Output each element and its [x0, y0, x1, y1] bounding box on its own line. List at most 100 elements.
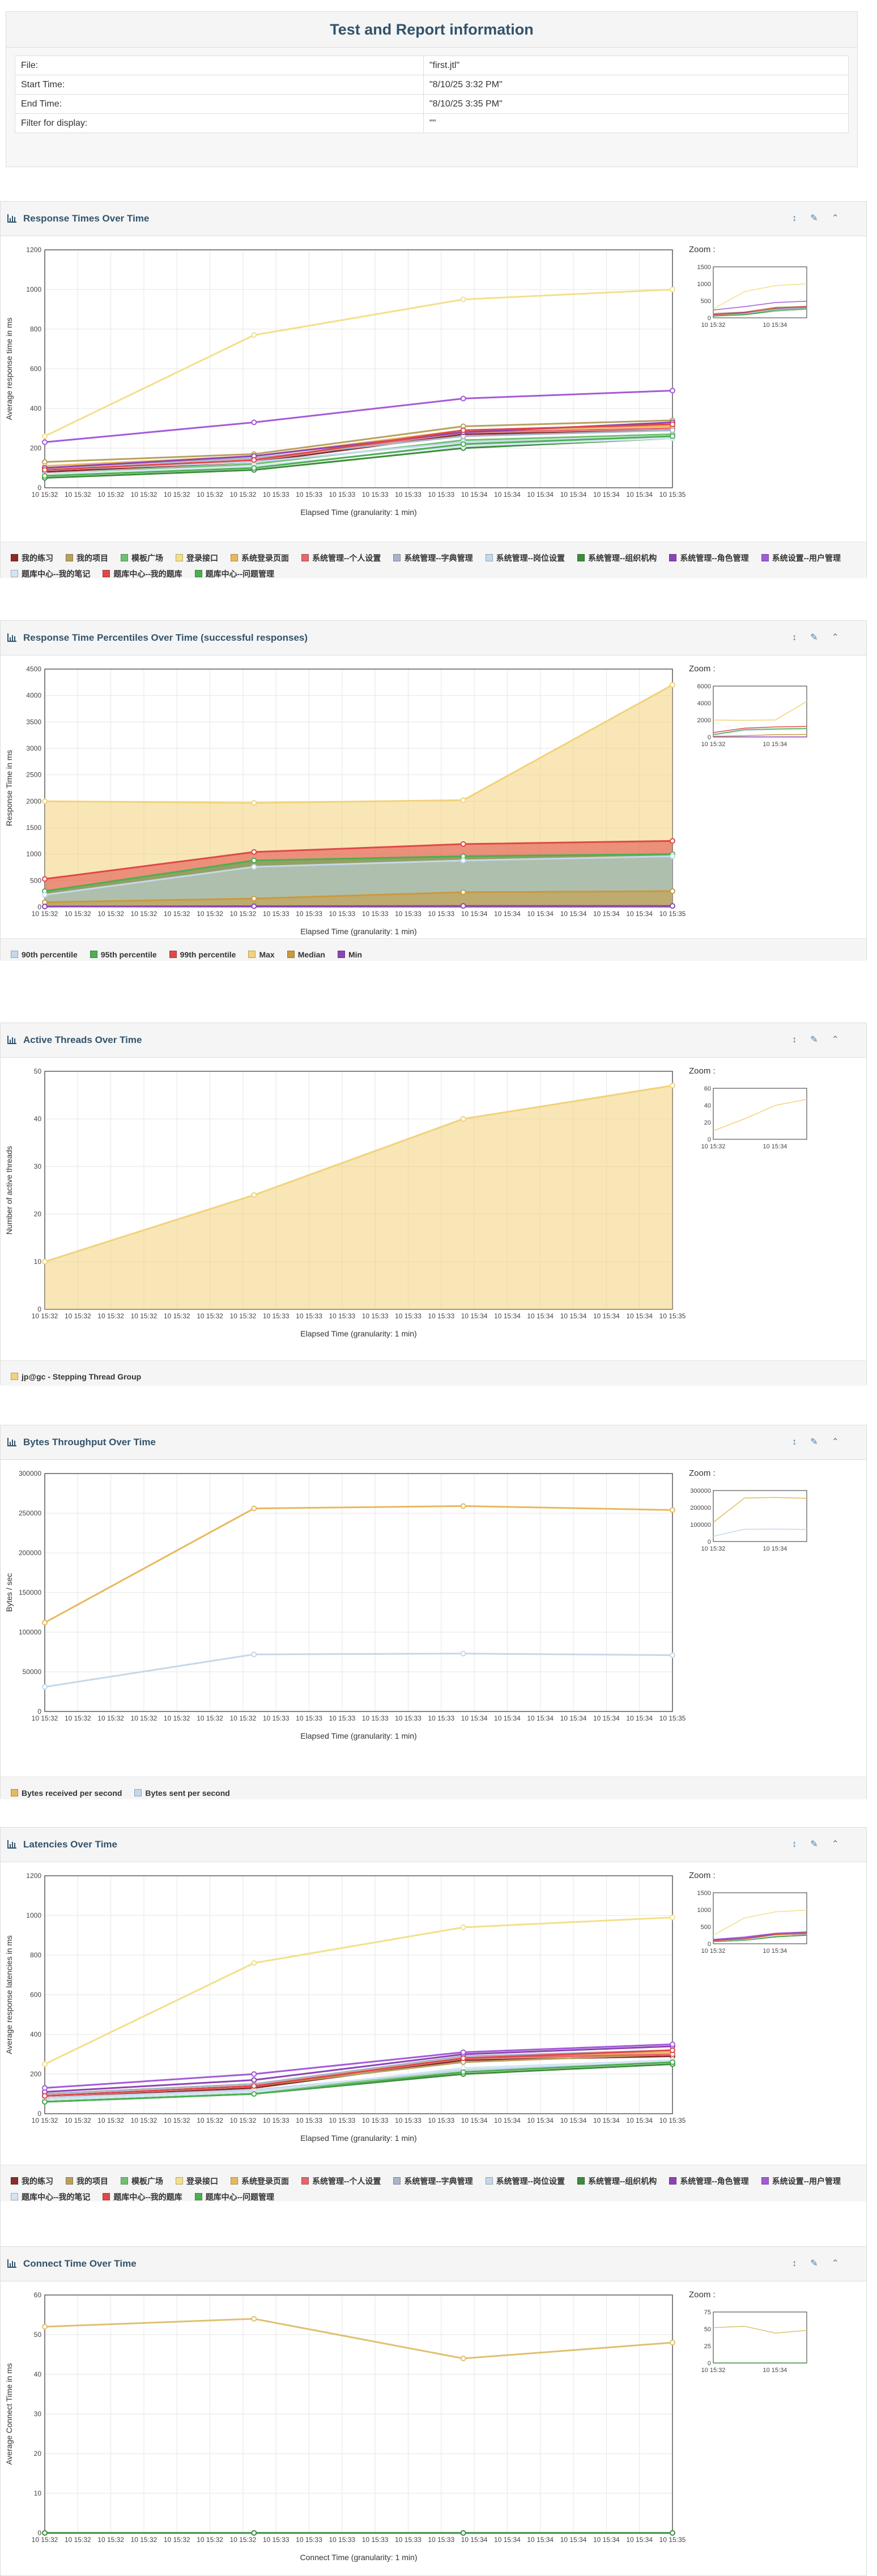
data-point[interactable]: [460, 2055, 466, 2061]
legend-item[interactable]: Min: [337, 947, 362, 963]
data-point[interactable]: [670, 682, 675, 688]
data-point[interactable]: [251, 864, 257, 870]
data-point[interactable]: [670, 2340, 675, 2345]
data-point[interactable]: [251, 2316, 257, 2322]
legend-item[interactable]: 90th percentile: [11, 947, 78, 963]
data-point[interactable]: [42, 1620, 48, 1626]
legend-item[interactable]: 登录接口: [176, 2173, 218, 2189]
legend-item[interactable]: 题库中心--我的题库: [103, 2189, 182, 2205]
data-point[interactable]: [42, 798, 48, 804]
data-point[interactable]: [460, 2069, 466, 2075]
data-point[interactable]: [42, 439, 48, 445]
expand-icon[interactable]: ↕: [792, 1035, 811, 1045]
data-point[interactable]: [460, 427, 466, 433]
data-point[interactable]: [251, 849, 257, 855]
legend-item[interactable]: 题库中心--我的笔记: [11, 2189, 90, 2205]
data-point[interactable]: [460, 1116, 466, 1122]
data-point[interactable]: [42, 1259, 48, 1264]
data-point[interactable]: [251, 1651, 257, 1658]
collapse-icon[interactable]: ⌃: [831, 1437, 853, 1447]
data-point[interactable]: [460, 797, 466, 803]
collapse-icon[interactable]: ⌃: [831, 214, 853, 223]
data-point[interactable]: [670, 427, 675, 433]
data-point[interactable]: [460, 857, 466, 863]
data-point[interactable]: [670, 433, 675, 439]
data-point[interactable]: [42, 2530, 48, 2536]
data-point[interactable]: [251, 457, 257, 463]
legend-item[interactable]: 系统管理--字典管理: [393, 2173, 473, 2189]
legend-item[interactable]: 系统设置--用户管理: [761, 550, 841, 566]
legend-item[interactable]: 我的练习: [11, 550, 53, 566]
data-point[interactable]: [460, 441, 466, 447]
data-point[interactable]: [460, 2356, 466, 2361]
data-point[interactable]: [670, 2041, 675, 2047]
expand-icon[interactable]: ↕: [792, 214, 811, 223]
legend-item[interactable]: 系统设置--用户管理: [761, 2173, 841, 2189]
legend-item[interactable]: 题库中心--我的题库: [103, 566, 182, 582]
zoom-overview[interactable]: [713, 2311, 807, 2364]
data-point[interactable]: [670, 1652, 675, 1658]
data-point[interactable]: [42, 2061, 48, 2067]
legend-item[interactable]: 题库中心--问题管理: [194, 566, 274, 582]
data-point[interactable]: [460, 889, 466, 895]
legend-item[interactable]: 95th percentile: [90, 947, 157, 963]
data-point[interactable]: [251, 332, 257, 338]
edit-icon[interactable]: ✎: [810, 214, 832, 223]
edit-icon[interactable]: ✎: [810, 2259, 832, 2268]
legend-item[interactable]: Bytes received per second: [11, 1785, 122, 1801]
data-point[interactable]: [251, 465, 257, 471]
data-point[interactable]: [251, 1960, 257, 1966]
legend-item[interactable]: 系统管理--字典管理: [393, 550, 473, 566]
data-point[interactable]: [460, 395, 466, 402]
legend-item[interactable]: 系统管理--组织机构: [577, 2173, 657, 2189]
data-point[interactable]: [670, 388, 675, 394]
data-point[interactable]: [460, 1924, 466, 1930]
data-point[interactable]: [460, 1503, 466, 1509]
legend-item[interactable]: 我的练习: [11, 2173, 53, 2189]
data-point[interactable]: [670, 838, 675, 844]
legend-item[interactable]: Median: [287, 947, 325, 963]
collapse-icon[interactable]: ⌃: [831, 633, 853, 642]
data-point[interactable]: [42, 876, 48, 882]
data-point[interactable]: [42, 2324, 48, 2330]
legend-item[interactable]: 系统管理--组织机构: [577, 550, 657, 566]
data-point[interactable]: [460, 841, 466, 847]
legend-item[interactable]: 系统管理--岗位设置: [485, 2173, 565, 2189]
data-point[interactable]: [251, 903, 257, 909]
data-point[interactable]: [251, 419, 257, 425]
legend-item[interactable]: jp@gc - Stepping Thread Group: [11, 1369, 141, 1385]
data-point[interactable]: [251, 896, 257, 902]
data-point[interactable]: [251, 800, 257, 806]
data-point[interactable]: [42, 2085, 48, 2091]
data-point[interactable]: [460, 296, 466, 303]
data-point[interactable]: [251, 1505, 257, 1511]
expand-icon[interactable]: ↕: [792, 1840, 811, 1849]
legend-item[interactable]: 系统管理--岗位设置: [485, 550, 565, 566]
edit-icon[interactable]: ✎: [810, 633, 832, 642]
data-point[interactable]: [670, 888, 675, 894]
data-point[interactable]: [670, 2047, 675, 2053]
edit-icon[interactable]: ✎: [810, 1035, 832, 1045]
data-point[interactable]: [42, 904, 48, 910]
data-point[interactable]: [670, 1914, 675, 1921]
data-point[interactable]: [460, 2530, 466, 2536]
data-point[interactable]: [460, 2049, 466, 2055]
data-point[interactable]: [670, 903, 675, 909]
legend-item[interactable]: 系统管理--角色管理: [669, 2173, 749, 2189]
data-point[interactable]: [251, 2071, 257, 2077]
legend-item[interactable]: 题库中心--我的笔记: [11, 566, 90, 582]
data-point[interactable]: [670, 2530, 675, 2536]
legend-item[interactable]: 我的项目: [66, 2173, 108, 2189]
data-point[interactable]: [42, 1684, 48, 1690]
legend-item[interactable]: 题库中心--问题管理: [194, 2189, 274, 2205]
legend-item[interactable]: Bytes sent per second: [134, 1785, 230, 1801]
data-point[interactable]: [251, 857, 257, 863]
collapse-icon[interactable]: ⌃: [831, 1840, 853, 1849]
legend-item[interactable]: 模板广场: [121, 2173, 163, 2189]
data-point[interactable]: [42, 433, 48, 439]
expand-icon[interactable]: ↕: [792, 1437, 811, 1447]
data-point[interactable]: [670, 853, 675, 859]
legend-item[interactable]: 我的项目: [66, 550, 108, 566]
data-point[interactable]: [42, 467, 48, 473]
data-point[interactable]: [251, 2077, 257, 2083]
